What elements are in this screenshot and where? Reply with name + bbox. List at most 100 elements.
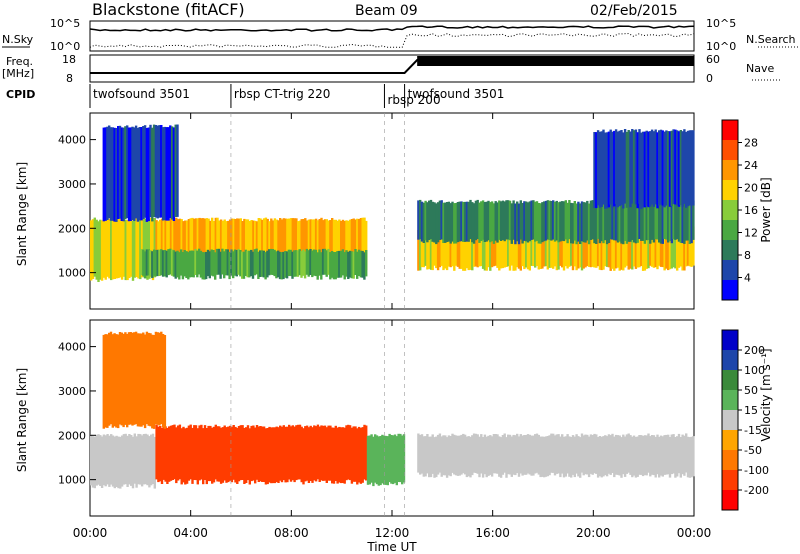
scatter-cell: [207, 218, 210, 267]
scatter-cell: [548, 228, 551, 268]
scatter-cell: [182, 426, 185, 483]
scatter-cell: [223, 251, 226, 279]
scatter-cell: [143, 334, 147, 429]
scatter-cell: [172, 127, 176, 221]
scatter-cell: [598, 202, 602, 244]
scatter-cell: [534, 201, 537, 242]
scatter-cell: [102, 127, 105, 222]
scatter-cell: [438, 433, 442, 473]
scatter-cell: [248, 428, 251, 485]
scatter-cell: [275, 219, 278, 269]
scatter-cell: [474, 200, 478, 241]
scatter-cell: [485, 436, 488, 478]
scatter-cell: [645, 200, 648, 241]
scatter-cell: [234, 219, 237, 268]
scatter-cell: [264, 217, 268, 266]
scatter-cell: [142, 126, 145, 219]
scatter-cell: [469, 229, 472, 270]
scatter-cell: [120, 435, 124, 487]
scatter-cell: [363, 252, 366, 280]
scatter-cell: [507, 227, 510, 267]
scatter-cell: [271, 427, 275, 484]
scatter-cell: [95, 219, 98, 280]
scatter-cell: [503, 433, 506, 473]
scatter-cell: [361, 217, 364, 266]
scatter-cell: [273, 218, 277, 267]
scatter-cell: [460, 228, 463, 269]
scatter-cell: [208, 251, 211, 279]
power-ylabel: Slant Range [km]: [15, 162, 29, 266]
scatter-cell: [261, 426, 264, 482]
scatter-cell: [348, 250, 352, 278]
scatter-cell: [347, 424, 350, 480]
scatter-cell: [433, 226, 436, 266]
colorbar-swatch: [722, 430, 738, 451]
colorbar-swatch: [722, 490, 738, 511]
scatter-cell: [618, 435, 621, 476]
scatter-cell: [440, 436, 443, 477]
scatter-cell: [602, 202, 605, 244]
scatter-cell: [194, 425, 198, 481]
scatter-cell: [320, 217, 323, 266]
scatter-cell: [323, 248, 327, 275]
y-tick-label: 2000: [58, 222, 86, 235]
scatter-cell: [676, 230, 679, 271]
scatter-cell: [162, 425, 165, 480]
scatter-cell: [224, 249, 228, 276]
scatter-cell: [467, 436, 470, 477]
scatter-cell: [296, 250, 300, 277]
scatter-cell: [115, 218, 118, 279]
scatter-cell: [458, 201, 461, 242]
scatter-cell: [623, 436, 627, 477]
scatter-cell: [261, 219, 264, 269]
scatter-cell: [189, 424, 192, 480]
scatter-cell: [205, 218, 208, 267]
scatter-cell: [262, 250, 265, 278]
colorbar-swatch: [722, 470, 738, 491]
scatter-cell: [620, 203, 623, 244]
scatter-cell: [184, 428, 187, 485]
scatter-cell: [343, 252, 346, 280]
scatter-cell: [496, 202, 499, 243]
scatter-cell: [117, 126, 120, 219]
scatter-cell: [336, 220, 339, 270]
scatter-cell: [188, 250, 192, 278]
scatter-cell: [537, 203, 540, 244]
y-tick-label: 2000: [58, 429, 86, 442]
scatter-cell: [526, 229, 530, 270]
scatter-cell: [246, 425, 250, 481]
scatter-cell: [543, 227, 546, 267]
scatter-cell: [481, 437, 485, 478]
scatter-cell: [246, 219, 250, 269]
scatter-cell: [327, 248, 330, 275]
scatter-cell: [330, 251, 334, 278]
scatter-cell: [218, 220, 221, 270]
scatter-cell: [431, 201, 434, 242]
scatter-cell: [674, 129, 677, 205]
scatter-cell: [345, 425, 348, 481]
scatter-cell: [212, 221, 216, 271]
scatter-cell: [357, 426, 361, 483]
scatter-cell: [667, 229, 670, 271]
scatter-cell: [329, 220, 332, 269]
scatter-cell: [102, 434, 106, 486]
scatter-cell: [211, 217, 214, 266]
scatter-cell: [483, 202, 487, 242]
scatter-cell: [138, 333, 141, 427]
scatter-cell: [663, 229, 666, 271]
scatter-cell: [277, 220, 280, 270]
scatter-cell: [216, 217, 219, 266]
scatter-cell: [291, 218, 294, 267]
scatter-cell: [607, 202, 611, 243]
scatter-cell: [280, 252, 283, 280]
scatter-cell: [685, 201, 688, 241]
scatter-cell: [241, 221, 244, 271]
scatter-cell: [417, 433, 420, 473]
scatter-cell: [596, 437, 600, 478]
scatter-cell: [555, 434, 558, 474]
scatter-cell: [293, 426, 296, 483]
scatter-cell: [185, 251, 188, 278]
scatter-cell: [122, 434, 126, 485]
scatter-cell: [510, 203, 513, 244]
scatter-cell: [460, 201, 463, 242]
